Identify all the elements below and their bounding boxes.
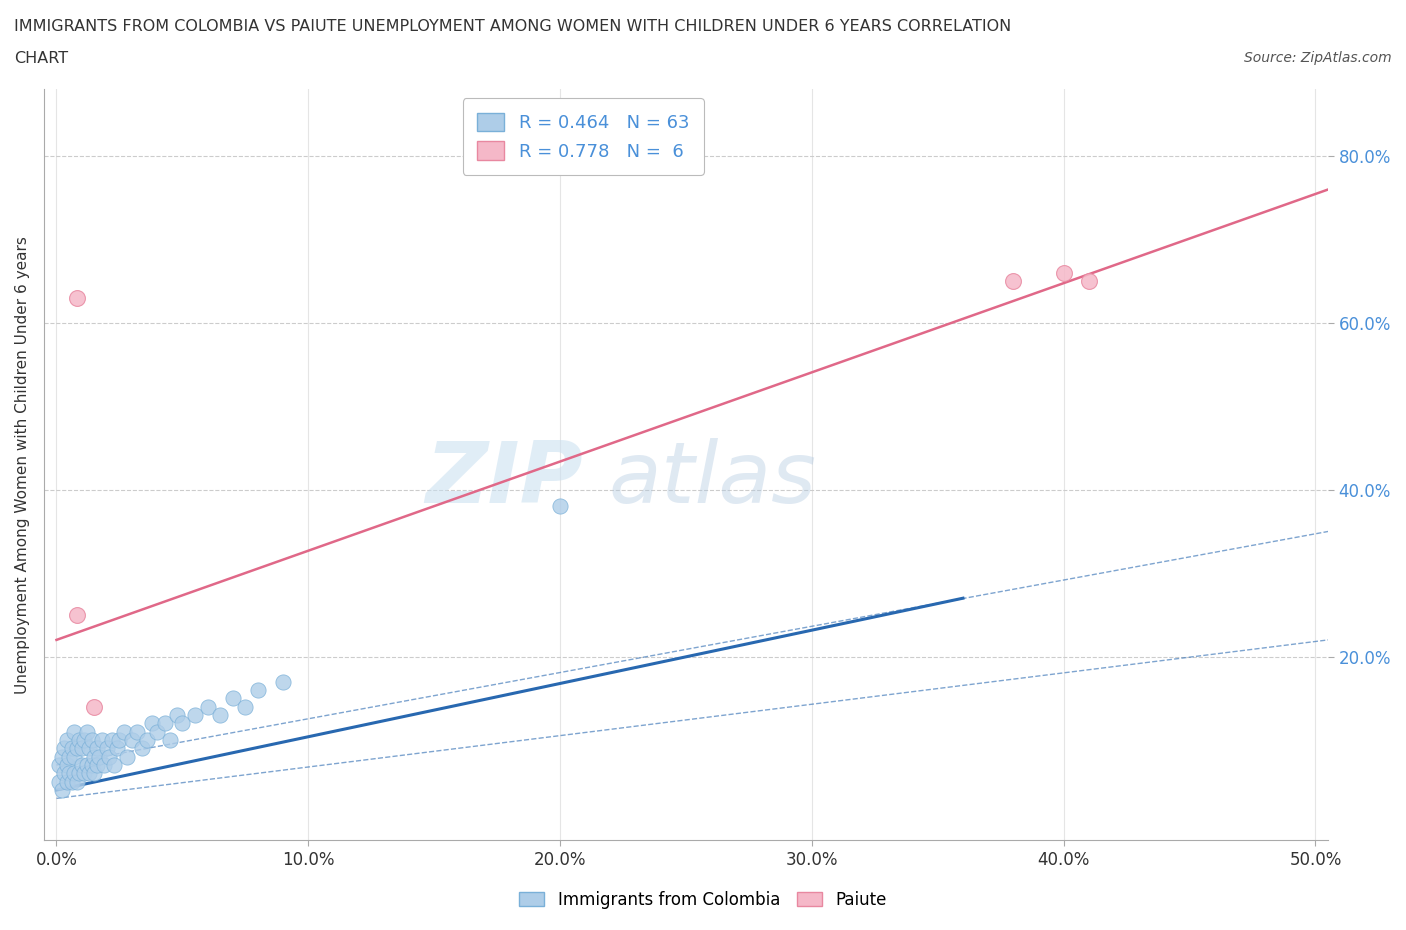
Point	[73, 733, 96, 748]
Point	[172, 716, 194, 731]
Point	[58, 766, 80, 781]
Point	[136, 733, 159, 748]
Y-axis label: Unemployment Among Women with Children Under 6 years: Unemployment Among Women with Children U…	[15, 236, 30, 694]
Point	[89, 750, 111, 764]
Legend: Immigrants from Colombia, Paiute: Immigrants from Colombia, Paiute	[512, 883, 894, 917]
Point	[55, 775, 77, 790]
Point	[114, 724, 136, 739]
Point	[83, 766, 105, 781]
Point	[166, 708, 188, 723]
Point	[48, 775, 70, 790]
Point	[233, 699, 256, 714]
Point	[197, 699, 219, 714]
Point	[60, 775, 83, 790]
Point	[1077, 273, 1099, 288]
Point	[63, 766, 86, 781]
Point	[222, 691, 245, 706]
Point	[51, 783, 73, 798]
Point	[184, 708, 207, 723]
Point	[96, 741, 118, 756]
Point	[98, 750, 121, 764]
Text: ZIP: ZIP	[426, 438, 583, 521]
Point	[146, 724, 169, 739]
Text: CHART: CHART	[14, 51, 67, 66]
Point	[67, 733, 90, 748]
Point	[548, 499, 571, 514]
Point	[65, 741, 87, 756]
Text: atlas: atlas	[609, 438, 817, 521]
Point	[1053, 265, 1076, 280]
Point	[141, 716, 163, 731]
Point	[51, 750, 73, 764]
Point	[90, 733, 112, 748]
Point	[65, 607, 87, 622]
Point	[108, 733, 131, 748]
Point	[65, 775, 87, 790]
Point	[101, 733, 124, 748]
Point	[209, 708, 232, 723]
Point	[103, 758, 125, 773]
Point	[60, 741, 83, 756]
Text: IMMIGRANTS FROM COLOMBIA VS PAIUTE UNEMPLOYMENT AMONG WOMEN WITH CHILDREN UNDER : IMMIGRANTS FROM COLOMBIA VS PAIUTE UNEMP…	[14, 19, 1011, 33]
Point	[77, 741, 100, 756]
Point	[76, 758, 98, 773]
Text: Source: ZipAtlas.com: Source: ZipAtlas.com	[1244, 51, 1392, 65]
Point	[67, 766, 90, 781]
Legend: R = 0.464   N = 63, R = 0.778   N =  6: R = 0.464 N = 63, R = 0.778 N = 6	[463, 99, 704, 175]
Point	[55, 758, 77, 773]
Point	[271, 674, 294, 689]
Point	[105, 741, 128, 756]
Point	[58, 750, 80, 764]
Point	[48, 758, 70, 773]
Point	[63, 724, 86, 739]
Point	[115, 750, 138, 764]
Point	[83, 699, 105, 714]
Point	[83, 750, 105, 764]
Point	[1002, 273, 1025, 288]
Point	[77, 766, 100, 781]
Point	[121, 733, 143, 748]
Point	[246, 683, 269, 698]
Point	[80, 758, 103, 773]
Point	[76, 724, 98, 739]
Point	[53, 741, 76, 756]
Point	[70, 758, 93, 773]
Point	[63, 750, 86, 764]
Point	[153, 716, 176, 731]
Point	[93, 758, 115, 773]
Point	[73, 766, 96, 781]
Point	[70, 741, 93, 756]
Point	[53, 766, 76, 781]
Point	[86, 741, 108, 756]
Point	[55, 733, 77, 748]
Point	[131, 741, 153, 756]
Point	[86, 758, 108, 773]
Point	[65, 290, 87, 305]
Point	[80, 733, 103, 748]
Point	[125, 724, 148, 739]
Point	[159, 733, 181, 748]
